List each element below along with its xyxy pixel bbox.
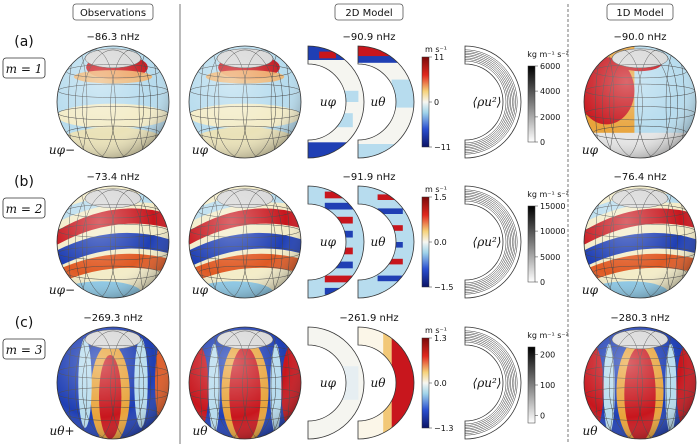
- m-label: m = 3: [6, 343, 43, 357]
- velocity-tick-label: −1.5: [434, 283, 453, 292]
- m-label-box: m = 2: [2, 197, 46, 219]
- model1d-frequency: −90.0 nHz: [614, 32, 667, 43]
- sphere-1d-3: [583, 326, 697, 440]
- sphere-1d-1: [583, 45, 697, 159]
- flux-tick-label: 0: [540, 278, 545, 287]
- velocity-colorbar-2: [421, 196, 430, 288]
- slice-utheta-label: uθ: [371, 376, 387, 390]
- m-label: m = 1: [6, 62, 43, 76]
- flux-tick-label: 10000: [540, 227, 565, 236]
- slice-utheta-label: uθ: [371, 95, 387, 109]
- slice-flux-3: [464, 326, 522, 440]
- slice-utheta-2: [357, 185, 415, 299]
- flux-tick-label: 0: [540, 138, 545, 147]
- flux-colorbar-3: [527, 346, 536, 424]
- sphere-2d-3: [188, 326, 302, 440]
- model1d-frequency: −280.3 nHz: [610, 313, 669, 324]
- flux-tick-label: 200: [540, 351, 555, 360]
- sphere1d-variable-label: uφ: [582, 143, 599, 157]
- velocity-unit: m s⁻¹: [425, 326, 447, 335]
- m-label-box: m = 1: [2, 57, 46, 79]
- velocity-tick-label: 1.3: [434, 334, 447, 343]
- flux-variable-label: ⟨ρu²⟩: [473, 376, 502, 390]
- velocity-unit: m s⁻¹: [425, 185, 447, 194]
- flux-variable-label: ⟨ρu²⟩: [473, 95, 502, 109]
- obs-frequency: −86.3 nHz: [87, 32, 140, 43]
- model2d-frequency: −91.9 nHz: [343, 172, 396, 183]
- sphere-1d-2: [583, 185, 697, 299]
- velocity-tick-label: 0.0: [434, 379, 447, 388]
- flux-tick-label: 4000: [540, 87, 560, 96]
- slice-utheta-label: uθ: [371, 235, 387, 249]
- obs-frequency: −73.4 nHz: [87, 172, 140, 183]
- slice-utheta-1: [357, 45, 415, 159]
- flux-unit: kg m⁻¹ s⁻²: [527, 50, 569, 59]
- slice-flux-2: [464, 185, 522, 299]
- slice-uphi-label: uφ: [320, 95, 337, 109]
- sphere1d-variable-label: uφ: [582, 283, 599, 297]
- velocity-tick-label: −1.3: [434, 424, 453, 433]
- velocity-tick-label: 1.5: [434, 193, 447, 202]
- figure-row-3: (c) m = 3 −269.3 nHz −261.9 nHz −280.3 nHz uθ…: [2, 313, 697, 440]
- obs-variable-label: uφ−: [49, 143, 75, 157]
- header-1d-model-label: 1D Model: [616, 8, 663, 19]
- model1d-frequency: −76.4 nHz: [614, 172, 667, 183]
- sphere2d-variable-label: uφ: [192, 283, 209, 297]
- slice-flux-1: [464, 45, 522, 159]
- obs-frequency: −269.3 nHz: [83, 313, 142, 324]
- sphere-obs-3: [56, 326, 170, 440]
- panel-label: (b): [14, 174, 34, 190]
- flux-colorbar-1: [527, 65, 536, 143]
- obs-variable-label: uθ+: [49, 424, 74, 438]
- flux-tick-label: 100: [540, 381, 555, 390]
- flux-unit: kg m⁻¹ s⁻²: [527, 331, 569, 340]
- figure-rows: (a) m = 1 −86.3 nHz −90.9 nHz −90.0 nHz uφ− uφ…: [2, 32, 697, 440]
- velocity-colorbar-1: [421, 56, 430, 148]
- flux-tick-label: 6000: [540, 62, 560, 71]
- sphere2d-variable-label: uφ: [192, 143, 209, 157]
- figure-row-2: (b) m = 2 −73.4 nHz −91.9 nHz −76.4 nHz uφ− uφ…: [2, 172, 697, 299]
- slice-uphi-label: uφ: [320, 376, 337, 390]
- panel-label: (c): [15, 315, 34, 331]
- flux-unit: kg m⁻¹ s⁻²: [527, 190, 569, 199]
- flux-colorbar-2: [527, 205, 536, 283]
- figure-row-1: (a) m = 1 −86.3 nHz −90.9 nHz −90.0 nHz uφ− uφ…: [2, 32, 697, 159]
- model2d-frequency: −261.9 nHz: [339, 313, 398, 324]
- m-label-box: m = 3: [2, 338, 46, 360]
- panel-label: (a): [14, 34, 34, 50]
- velocity-colorbar-3: [421, 337, 430, 429]
- m-label: m = 2: [6, 202, 43, 216]
- flux-tick-label: 15000: [540, 202, 565, 211]
- sphere-obs-2: [56, 185, 170, 299]
- header-1d-model: 1D Model: [606, 3, 674, 21]
- flux-tick-label: 5000: [540, 253, 560, 262]
- slice-uphi-label: uφ: [320, 235, 337, 249]
- sphere1d-variable-label: uθ: [583, 424, 599, 438]
- obs-variable-label: uφ−: [49, 283, 75, 297]
- sphere-2d-2: [188, 185, 302, 299]
- header-observations: Observations: [72, 3, 154, 21]
- header-observations-label: Observations: [80, 8, 146, 19]
- header-2d-model-label: 2D Model: [345, 8, 392, 19]
- model2d-frequency: −90.9 nHz: [343, 32, 396, 43]
- header-2d-model: 2D Model: [334, 3, 404, 21]
- flux-variable-label: ⟨ρu²⟩: [473, 235, 502, 249]
- slice-utheta-3: [357, 326, 415, 440]
- velocity-tick-label: 0: [434, 98, 439, 107]
- velocity-tick-label: 0.0: [434, 238, 447, 247]
- flux-tick-label: 2000: [540, 113, 560, 122]
- velocity-tick-label: −11: [434, 143, 451, 152]
- sphere2d-variable-label: uθ: [193, 424, 209, 438]
- velocity-unit: m s⁻¹: [425, 45, 447, 54]
- velocity-tick-label: 11: [434, 53, 444, 62]
- sphere-obs-1: [56, 45, 170, 159]
- flux-tick-label: 0: [540, 411, 545, 420]
